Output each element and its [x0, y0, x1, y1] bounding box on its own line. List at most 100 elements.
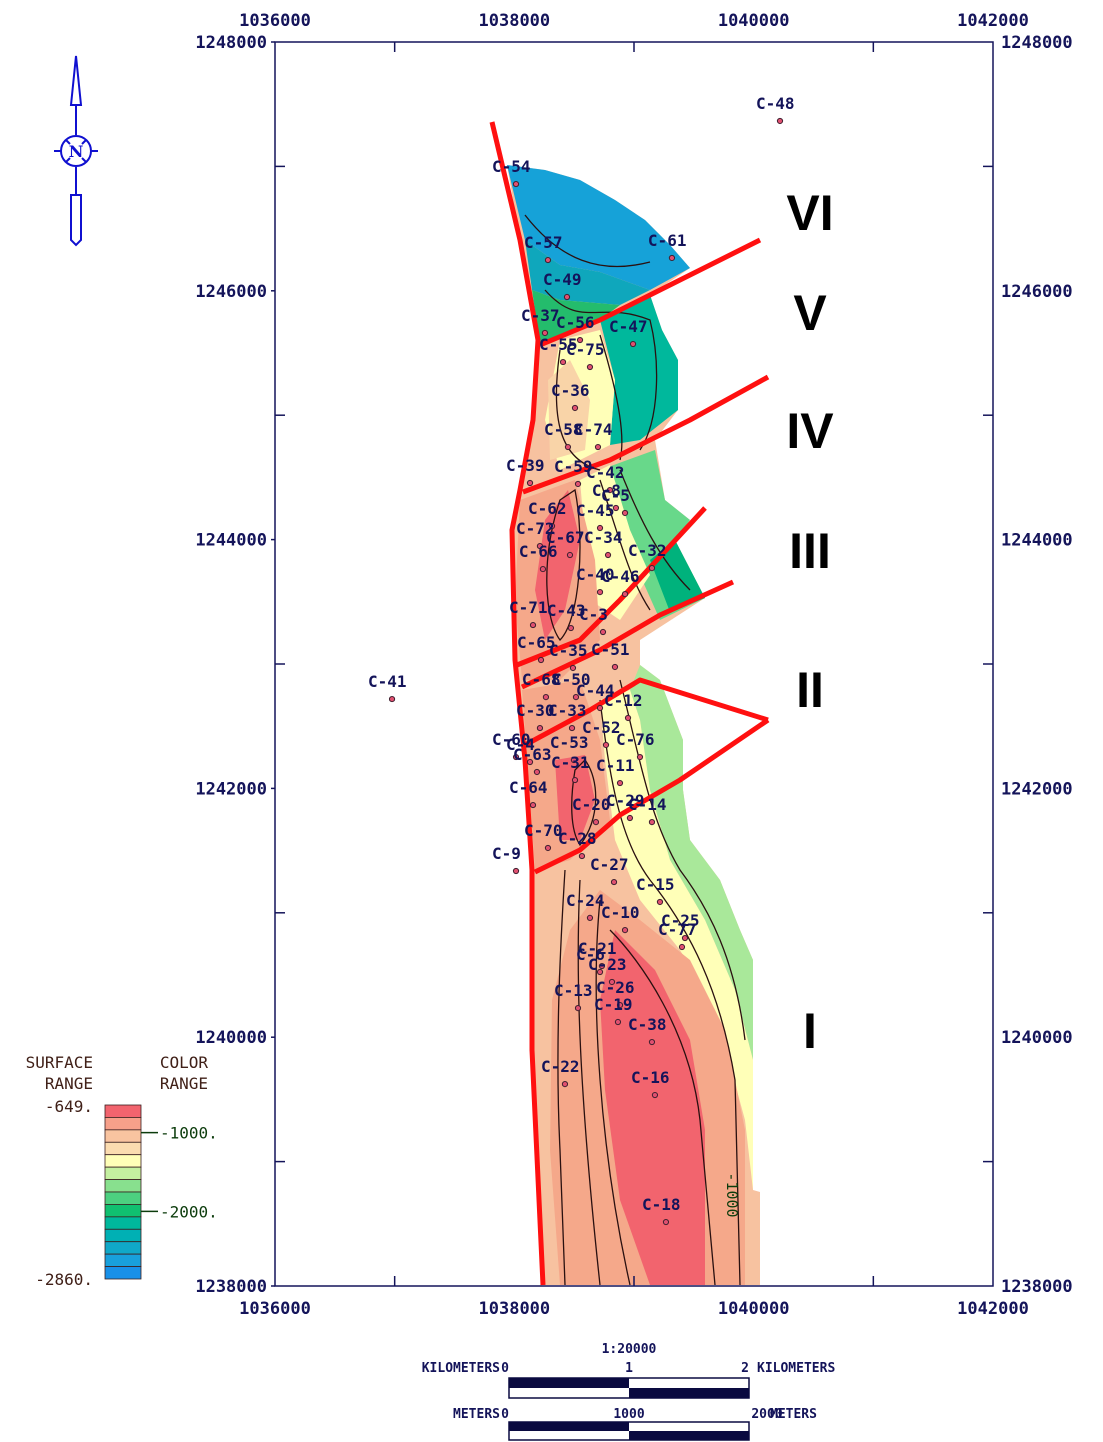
well-label: C-31	[551, 753, 590, 772]
scale-tick-label: 0	[501, 1361, 509, 1376]
legend-swatch	[104, 1166, 142, 1180]
well	[571, 776, 579, 784]
legend-swatch	[104, 1191, 142, 1205]
well	[526, 758, 534, 766]
well	[572, 693, 580, 701]
well	[606, 486, 614, 494]
well-label: C-50	[552, 670, 591, 689]
well-label: C-53	[550, 733, 589, 752]
legend-heading: RANGE	[45, 1074, 93, 1093]
legend-range: -2860.	[35, 1270, 93, 1289]
well	[574, 480, 582, 488]
well-label: C-49	[543, 270, 582, 289]
well	[608, 978, 616, 986]
well-label: C-46	[601, 567, 640, 586]
well-label: C-22	[541, 1057, 580, 1076]
well	[636, 753, 644, 761]
well	[594, 443, 602, 451]
well	[569, 664, 577, 672]
well-label: C-14	[628, 795, 667, 814]
legend-swatch	[104, 1179, 142, 1193]
well	[651, 1091, 659, 1099]
well	[512, 867, 520, 875]
well-label: C-66	[519, 542, 558, 561]
well-label: C-61	[648, 231, 687, 250]
well	[533, 768, 541, 776]
y-tick-label: 1246000	[1001, 282, 1073, 302]
scale-tick-label: 2	[741, 1361, 749, 1376]
well	[614, 1018, 622, 1026]
well	[656, 898, 664, 906]
well	[626, 814, 634, 822]
scale-tick-label: 0	[501, 1407, 509, 1422]
well	[621, 926, 629, 934]
y-tick-label: 1242000	[195, 779, 267, 799]
well	[599, 628, 607, 636]
scale-unit: METERS	[770, 1407, 817, 1422]
y-tick-label: 1242000	[1001, 779, 1073, 799]
well-label: C-18	[642, 1195, 681, 1214]
well	[561, 1080, 569, 1088]
well	[624, 714, 632, 722]
well-label: C-8	[592, 481, 621, 500]
well-label: C-58	[544, 420, 583, 439]
well	[526, 479, 534, 487]
north-label: N	[69, 142, 84, 161]
contours	[524, 214, 746, 1286]
well-label: C-27	[590, 855, 629, 874]
zone-label: I	[803, 1003, 817, 1059]
well	[616, 779, 624, 787]
scale-tick-label: 1	[625, 1361, 633, 1376]
well	[621, 590, 629, 598]
well-label: C-11	[596, 756, 635, 775]
well-label: C-19	[594, 995, 633, 1014]
scale-unit: KILOMETERS	[422, 1361, 500, 1376]
scale-bars	[508, 1377, 750, 1441]
well	[586, 914, 594, 922]
legend-swatch	[104, 1117, 142, 1131]
well-label: C-75	[566, 340, 605, 359]
well	[388, 695, 396, 703]
well	[616, 1002, 624, 1009]
well-label: C-76	[616, 730, 655, 749]
well-label: C-59	[554, 457, 593, 476]
well-label: C-62	[528, 499, 567, 518]
well-label: C-54	[492, 157, 531, 176]
well	[563, 293, 571, 301]
well	[668, 254, 676, 262]
well	[544, 256, 552, 264]
well	[681, 934, 689, 942]
well	[512, 753, 520, 761]
well-label: C-60	[492, 730, 531, 749]
well-label: C-26	[596, 978, 635, 997]
well-label: C-3	[579, 605, 608, 624]
well-label: C-45	[576, 501, 615, 520]
well-label: C-36	[551, 381, 590, 400]
legend-tick-label: -2000.	[160, 1202, 218, 1221]
well	[662, 1218, 670, 1226]
x-tick-label: 1036000	[239, 11, 311, 31]
well-label: C-24	[566, 891, 605, 910]
well	[570, 756, 578, 764]
legend-swatch	[104, 1154, 142, 1168]
legend-swatch	[104, 1104, 142, 1118]
well-label: C-20	[572, 795, 611, 814]
well	[567, 624, 575, 632]
well-label: C-67	[546, 528, 585, 547]
well	[678, 943, 686, 951]
well-label: C-63	[513, 745, 552, 764]
well	[564, 443, 572, 451]
scale-unit: KILOMETERS	[757, 1361, 835, 1376]
well-label: C-32	[628, 541, 667, 560]
well-label: C-52	[582, 718, 621, 737]
well-label: C-28	[558, 829, 597, 848]
well-label: C-55	[539, 335, 578, 354]
zone-label: II	[796, 662, 824, 718]
y-tick-label: 1244000	[195, 531, 267, 551]
y-tick-label: 1248000	[195, 33, 267, 53]
well	[586, 363, 594, 371]
zone-labels: VI V IV III II I	[786, 185, 834, 1059]
well	[574, 1004, 582, 1012]
well	[648, 1038, 656, 1046]
well	[596, 524, 604, 532]
